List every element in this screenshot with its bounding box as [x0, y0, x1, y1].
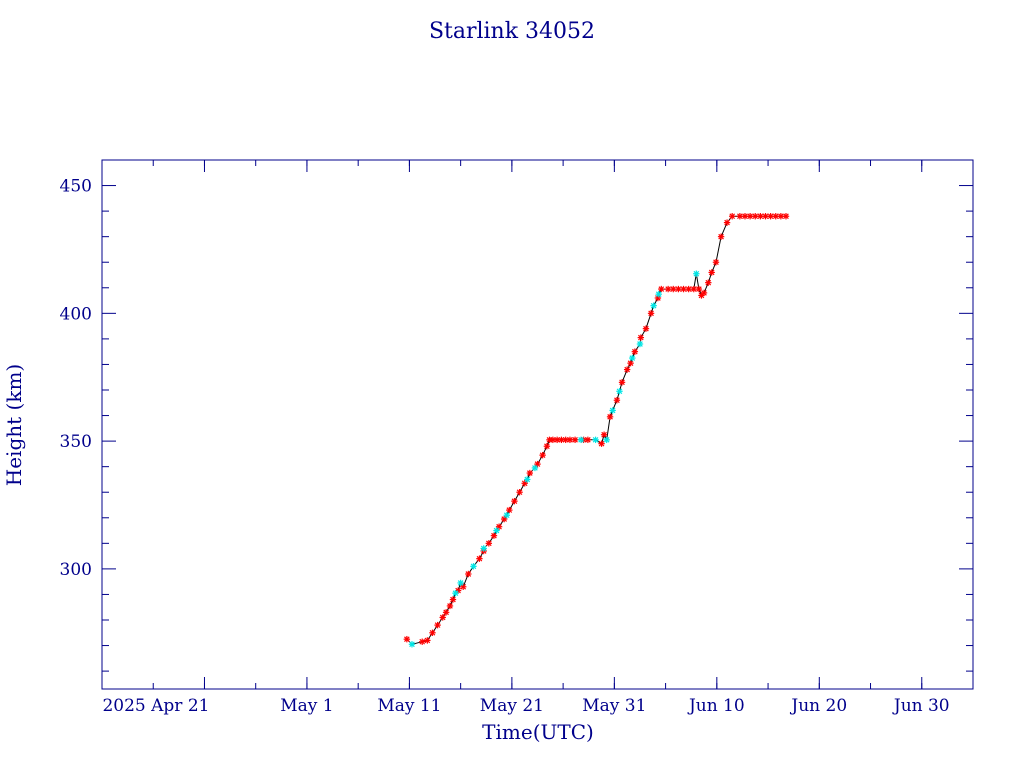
cyan-data-point: [452, 589, 459, 597]
cyan-data-point: [616, 388, 623, 395]
red-data-point: [618, 379, 626, 386]
x-axis-ticks: 2025 Apr 21 May 1 May 11 May 21 May 31 Jun 10…: [101, 160, 974, 716]
red-data-point: [728, 213, 736, 220]
plot-frame: [101, 159, 974, 690]
red-data-point: [516, 489, 523, 496]
red-data-point: [534, 460, 541, 468]
x-tick-label: Jun 30: [892, 696, 950, 716]
x-tick-label: Jun 10: [687, 696, 745, 716]
cyan-data-point: [693, 270, 700, 277]
red-data-point: [627, 359, 634, 367]
red-data-point: [571, 436, 579, 444]
red-data-point: [712, 259, 720, 266]
red-data-point: [631, 348, 639, 355]
cyan-data-point: [503, 512, 510, 519]
cyan-data-point: [480, 545, 487, 552]
cyan-data-point: [577, 436, 585, 444]
red-data-point: [424, 637, 431, 644]
cyan-data-point: [655, 290, 662, 298]
x-tick-label: May 1: [280, 696, 333, 716]
red-data-point: [511, 497, 518, 505]
red-data-point: [695, 285, 703, 293]
red-data-point: [723, 219, 731, 226]
red-data-point: [658, 285, 665, 293]
red-data-point: [490, 532, 498, 539]
red-data-point: [419, 638, 426, 645]
red-data-point: [606, 413, 614, 421]
y-tick-label: 400: [60, 304, 92, 324]
red-data-point: [506, 506, 513, 514]
red-data-point: [543, 443, 551, 450]
cyan-data-point: [531, 464, 539, 472]
cyan-data-point: [493, 527, 500, 534]
red-data-point: [403, 635, 411, 643]
red-data-point: [526, 469, 534, 477]
chart-title: Starlink 34052: [429, 19, 595, 44]
red-data-point: [782, 213, 790, 220]
red-data-point: [495, 523, 503, 530]
red-data-point: [442, 609, 450, 616]
x-tick-label: May 31: [582, 696, 646, 716]
cyan-data-point: [457, 579, 464, 587]
x-tick-label: 2025 Apr 21: [102, 696, 209, 716]
red-data-point: [434, 621, 441, 629]
red-data-point: [539, 451, 546, 459]
x-tick-label: May 11: [377, 696, 441, 716]
red-data-point: [460, 583, 467, 590]
red-data-point: [476, 555, 483, 562]
red-data-point: [485, 540, 493, 547]
cyan-data-point: [636, 340, 644, 348]
red-data-point: [647, 310, 655, 317]
cyan-data-point: [603, 436, 610, 444]
red-data-point: [637, 334, 645, 341]
red-data-point: [562, 436, 569, 444]
red-data-point: [521, 480, 528, 487]
cyan-data-point: [629, 354, 636, 362]
red-data-point: [446, 602, 454, 610]
cyan-data-point: [524, 476, 531, 483]
red-data-point: [584, 436, 592, 444]
x-tick-label: Jun 20: [789, 696, 847, 716]
red-data-point: [717, 233, 725, 240]
series-line: [406, 215, 786, 645]
cyan-data-point: [650, 302, 657, 309]
red-data-point: [439, 614, 446, 621]
red-data-point: [705, 279, 712, 286]
red-data-point: [613, 397, 621, 404]
red-data-point: [500, 515, 508, 523]
y-tick-label: 300: [60, 560, 92, 580]
red-data-point: [429, 629, 436, 636]
y-tick-label: 450: [60, 177, 92, 197]
cyan-data-point: [592, 436, 599, 444]
red-data-point: [465, 570, 472, 578]
y-tick-label: 350: [60, 432, 92, 452]
y-axis-label: Height (km): [2, 364, 26, 486]
series-points: [403, 213, 790, 648]
x-axis-label: Time(UTC): [482, 720, 594, 744]
red-data-point: [449, 596, 457, 603]
cyan-data-point: [609, 407, 616, 414]
y-axis-ticks: 300 350 400 450: [60, 177, 973, 672]
red-data-point: [700, 289, 708, 297]
red-data-point: [708, 269, 715, 276]
cyan-data-point: [408, 641, 416, 648]
red-data-point: [600, 431, 608, 438]
height-trace-line: [406, 215, 786, 645]
red-data-point: [642, 325, 650, 332]
red-data-point: [598, 440, 605, 447]
red-data-point: [772, 213, 779, 220]
x-tick-label: May 21: [480, 696, 544, 716]
red-data-point: [623, 366, 631, 373]
cyan-data-point: [470, 563, 477, 570]
red-data-point: [777, 213, 785, 220]
